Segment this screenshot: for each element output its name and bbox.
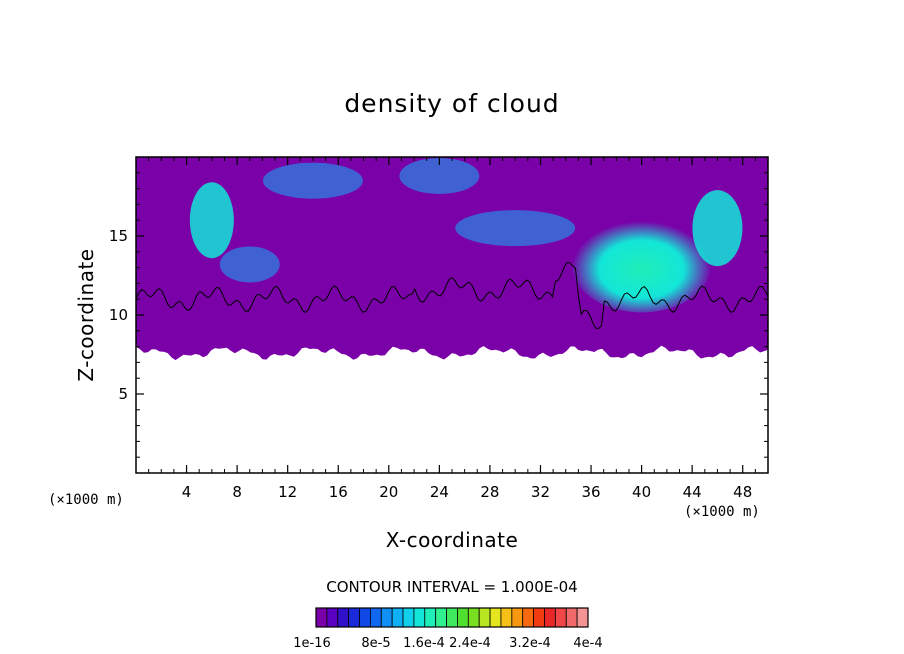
colorbar-swatch <box>369 607 382 628</box>
y-tick-label: 5 <box>118 385 128 403</box>
y-tick-label: 10 <box>109 306 128 324</box>
x-tick-label: 12 <box>278 483 297 501</box>
x-tick-label: 44 <box>683 483 702 501</box>
x-tick-label: 4 <box>182 483 192 501</box>
x-tick-label: 16 <box>329 483 348 501</box>
x-unit-right: (×1000 m) <box>684 504 760 520</box>
colorbar-swatch <box>576 607 589 628</box>
colorbar-swatch <box>402 607 415 628</box>
field-patch <box>219 246 280 283</box>
colorbar-swatch <box>522 607 534 628</box>
field-band <box>136 157 768 361</box>
colorbar-swatch <box>413 607 426 628</box>
field-patch <box>262 162 363 199</box>
colorbar-swatch <box>348 607 360 628</box>
field-patch <box>455 210 576 247</box>
plot-area <box>136 157 768 473</box>
colorbar-swatch <box>435 607 447 628</box>
x-tick-label: 48 <box>733 483 752 501</box>
colorbar-label: 8e-5 <box>361 636 390 651</box>
colorbar-swatch <box>544 607 556 628</box>
colorbar-swatch <box>511 607 524 628</box>
colorbar-swatch <box>500 607 513 628</box>
chart-title: density of cloud <box>344 89 559 118</box>
colorbar-swatch <box>424 607 437 628</box>
colorbar-swatch <box>326 607 339 628</box>
colorbar-swatch <box>533 607 545 628</box>
x-axis-label: X-coordinate <box>386 528 519 552</box>
cloud-density-field <box>136 157 768 361</box>
colorbar-label: 4e-4 <box>573 636 602 651</box>
colorbar-swatch <box>391 607 404 628</box>
colorbar-swatch <box>446 607 458 628</box>
x-tick-label: 28 <box>480 483 499 501</box>
x-tick-label: 24 <box>430 483 449 501</box>
x-tick-label: 36 <box>581 483 600 501</box>
colorbar-label: 2.4e-4 <box>449 636 491 651</box>
field-dome <box>571 216 712 313</box>
x-unit-left: (×1000 m) <box>48 492 124 508</box>
y-axis-label: Z-coordinate <box>74 248 98 381</box>
colorbar: 1e-16 8e-5 1.6e-4 2.4e-4 3.2e-4 4e-4 <box>293 607 603 651</box>
colorbar-label: 3.2e-4 <box>509 636 551 651</box>
colorbar-swatch <box>478 607 491 628</box>
colorbar-swatch <box>359 607 371 628</box>
colorbar-swatch <box>489 607 502 628</box>
colorbar-label: 1.6e-4 <box>403 636 445 651</box>
y-tick-label: 15 <box>109 227 128 245</box>
colorbar-swatch <box>565 607 578 628</box>
colorbar-swatch <box>554 607 567 628</box>
colorbar-frame <box>315 607 589 628</box>
colorbar-swatch <box>457 607 469 628</box>
x-tick-label: 20 <box>379 483 398 501</box>
contour-interval-text: CONTOUR INTERVAL = 1.000E-04 <box>326 578 577 596</box>
x-tick-label: 40 <box>632 483 651 501</box>
colorbar-swatch <box>337 607 350 628</box>
x-tick-label: 32 <box>531 483 550 501</box>
field-patch <box>399 157 480 194</box>
colorbar-swatch <box>380 607 393 628</box>
colorbar-swatch <box>315 607 328 628</box>
contour-line <box>136 262 768 330</box>
x-tick-label: 8 <box>232 483 242 501</box>
colorbar-swatch <box>467 607 480 628</box>
colorbar-label: 1e-16 <box>293 636 331 651</box>
field-patch <box>189 182 234 259</box>
